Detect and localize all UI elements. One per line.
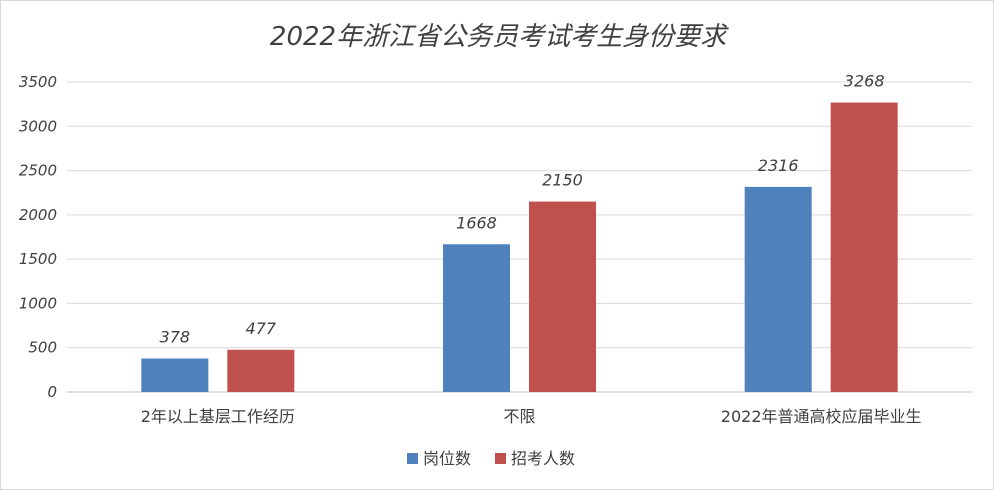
- legend-label: 岗位数: [423, 449, 471, 468]
- y-tick-label: 3500: [19, 73, 57, 91]
- data-label: 2150: [542, 171, 583, 190]
- y-tick-label: 2500: [19, 162, 57, 180]
- legend-swatch: [407, 453, 418, 464]
- y-tick-label: 1500: [19, 250, 57, 268]
- data-label: 477: [246, 319, 277, 338]
- x-tick-label: 2022年普通高校应届毕业生: [721, 407, 922, 426]
- y-tick-label: 1000: [19, 294, 57, 312]
- y-tick-label: 0: [47, 383, 57, 401]
- bars: 378 477 1668 2150 2316 3268: [141, 72, 898, 392]
- data-label: 1668: [456, 213, 497, 232]
- legend: 岗位数 招考人数: [407, 449, 575, 468]
- bar: [744, 186, 812, 392]
- bar: [227, 349, 295, 392]
- legend-label: 招考人数: [511, 449, 575, 468]
- bar: [141, 358, 209, 392]
- x-tick-label: 2年以上基层工作经历: [141, 407, 295, 426]
- chart-title: 2022年浙江省公务员考试考生身份要求: [270, 22, 729, 52]
- x-tick-label: 不限: [503, 407, 535, 426]
- data-label: 3268: [844, 72, 885, 91]
- gridlines: [67, 81, 972, 393]
- y-tick-label: 500: [28, 339, 57, 357]
- data-label: 378: [160, 328, 191, 347]
- data-label: 2316: [758, 156, 799, 175]
- y-axis: 0 500 1000 1500 2000 2500 3000 3500: [19, 73, 57, 401]
- bar: [830, 102, 898, 392]
- y-tick-label: 2000: [19, 206, 57, 224]
- x-axis: 2年以上基层工作经历 不限 2022年普通高校应届毕业生: [141, 407, 922, 426]
- bar: [529, 201, 596, 392]
- y-tick-label: 3000: [19, 117, 57, 135]
- legend-swatch: [495, 453, 506, 464]
- bar: [443, 244, 510, 392]
